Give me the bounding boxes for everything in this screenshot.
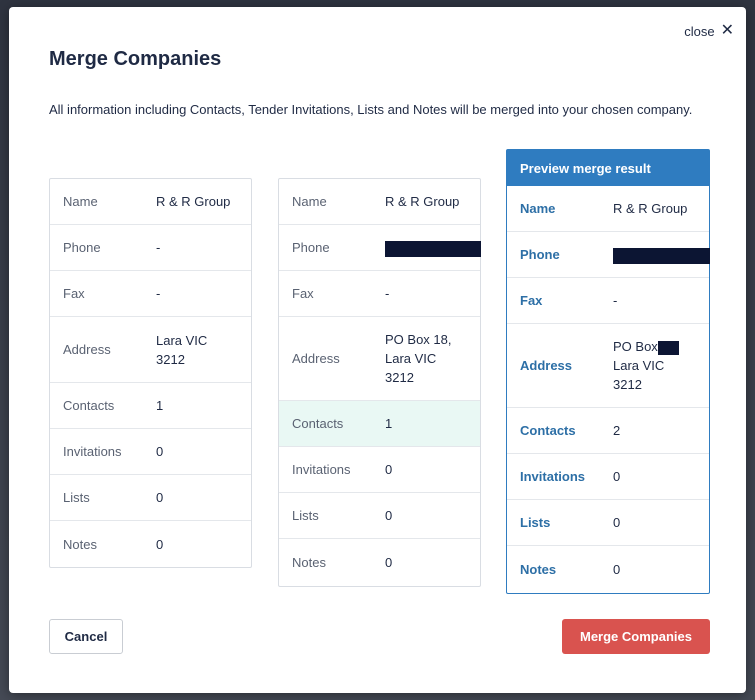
- preview-invitations-row: Invitations 0: [507, 454, 709, 500]
- name-value: R & R Group: [385, 194, 460, 209]
- redacted-block: [613, 247, 710, 264]
- lists-value: 0: [156, 490, 164, 505]
- notes-value: 0: [385, 554, 393, 570]
- name-label: Name: [520, 201, 556, 216]
- address-value: PO Box Lara VIC 3212: [613, 337, 679, 394]
- fax-label: Fax: [520, 293, 543, 308]
- modal-description: All information including Contacts, Tend…: [49, 102, 693, 117]
- name-value: R & R Group: [156, 194, 231, 209]
- company-a-fax-row: Fax -: [50, 271, 251, 317]
- lists-label: Lists: [520, 515, 551, 530]
- phone-value: [613, 245, 710, 264]
- contacts-label: Contacts: [520, 423, 576, 438]
- company-b-phone-row: Phone: [279, 225, 481, 271]
- name-label: Name: [63, 194, 98, 209]
- lists-label: Lists: [63, 490, 90, 505]
- invitations-label: Invitations: [520, 469, 586, 484]
- notes-label: Notes: [292, 554, 326, 570]
- cancel-button[interactable]: Cancel: [49, 619, 123, 654]
- contacts-value: 1: [385, 416, 393, 431]
- phone-label: Phone: [520, 247, 560, 262]
- contacts-label: Contacts: [292, 416, 344, 431]
- fax-label: Fax: [292, 286, 314, 301]
- company-b-name-row: Name R & R Group: [279, 179, 480, 225]
- modal-title: Merge Companies: [49, 48, 222, 70]
- address-line-2: 3212: [156, 351, 185, 367]
- company-a-lists-row: Lists 0: [50, 475, 251, 521]
- preview-heading: Preview merge result: [507, 150, 709, 186]
- name-label: Name: [292, 194, 327, 209]
- company-a-address-row: Address Lara VIC 3212: [50, 317, 251, 383]
- notes-label: Notes: [63, 536, 97, 552]
- address-line-2: Lara VIC: [385, 351, 437, 366]
- company-b-invitations-row: Invitations 0: [279, 447, 480, 493]
- phone-value: [385, 238, 481, 257]
- preview-contacts-row: Contacts 2: [507, 408, 709, 454]
- phone-label: Phone: [292, 240, 330, 255]
- fax-value: -: [613, 293, 618, 308]
- preview-name-row: Name R & R Group: [507, 186, 709, 232]
- company-card-b[interactable]: Name R & R Group Phone Fax - Address PO …: [278, 178, 481, 587]
- preview-lists-row: Lists 0: [507, 500, 709, 546]
- company-a-invitations-row: Invitations 0: [50, 429, 251, 475]
- company-a-notes-row: Notes 0: [50, 521, 251, 567]
- invitations-label: Invitations: [292, 462, 351, 477]
- address-label: Address: [292, 351, 340, 366]
- contacts-value: 1: [156, 398, 164, 413]
- close-icon: ✕: [720, 22, 734, 39]
- invitations-value: 0: [156, 444, 164, 459]
- redacted-block: [385, 240, 481, 257]
- name-value: R & R Group: [613, 201, 688, 216]
- contacts-label: Contacts: [63, 398, 115, 413]
- company-a-contacts-row: Contacts 1: [50, 383, 251, 429]
- preview-fax-row: Fax -: [507, 278, 709, 324]
- notes-label: Notes: [520, 561, 557, 577]
- preview-notes-row: Notes 0: [507, 546, 709, 592]
- fax-value: -: [156, 286, 161, 301]
- address-line-2: Lara VIC: [613, 358, 665, 373]
- invitations-label: Invitations: [63, 444, 122, 459]
- lists-label: Lists: [292, 508, 319, 523]
- phone-label: Phone: [63, 240, 101, 255]
- lists-value: 0: [613, 515, 621, 530]
- address-label: Address: [63, 342, 111, 357]
- preview-address-row: Address PO Box Lara VIC 3212: [507, 324, 709, 408]
- company-b-notes-row: Notes 0: [279, 539, 480, 585]
- address-line-3: 3212: [385, 370, 414, 385]
- merge-companies-modal: close ✕ Merge Companies All information …: [9, 7, 746, 693]
- company-b-fax-row: Fax -: [279, 271, 480, 317]
- merge-companies-button[interactable]: Merge Companies: [562, 619, 710, 654]
- company-b-lists-row: Lists 0: [279, 493, 480, 539]
- close-button[interactable]: close ✕: [684, 23, 734, 39]
- address-line-1: PO Box: [613, 339, 658, 354]
- company-card-a[interactable]: Name R & R Group Phone - Fax - Address L…: [49, 178, 252, 568]
- company-b-address-row: Address PO Box 18, Lara VIC 3212: [279, 317, 480, 401]
- preview-merge-card: Preview merge result Name R & R Group Ph…: [506, 149, 710, 594]
- notes-value: 0: [156, 536, 164, 552]
- lists-value: 0: [385, 508, 393, 523]
- address-value: Lara VIC 3212: [156, 331, 207, 369]
- fax-label: Fax: [63, 286, 85, 301]
- fax-value: -: [385, 286, 390, 301]
- address-line-1: PO Box 18,: [385, 332, 452, 347]
- redacted-block: [657, 340, 679, 355]
- close-label: close: [684, 23, 715, 39]
- company-a-name-row: Name R & R Group: [50, 179, 251, 225]
- invitations-value: 0: [385, 462, 393, 477]
- address-label: Address: [520, 358, 573, 373]
- phone-value: -: [156, 240, 161, 255]
- company-a-phone-row: Phone -: [50, 225, 251, 271]
- notes-value: 0: [613, 561, 621, 577]
- contacts-value: 2: [613, 423, 621, 438]
- preview-phone-row: Phone: [507, 232, 710, 278]
- company-b-contacts-row: Contacts 1: [279, 401, 480, 447]
- address-line-3: 3212: [613, 377, 642, 392]
- invitations-value: 0: [613, 469, 621, 484]
- address-line-1: Lara VIC: [156, 332, 208, 348]
- address-value: PO Box 18, Lara VIC 3212: [385, 330, 451, 387]
